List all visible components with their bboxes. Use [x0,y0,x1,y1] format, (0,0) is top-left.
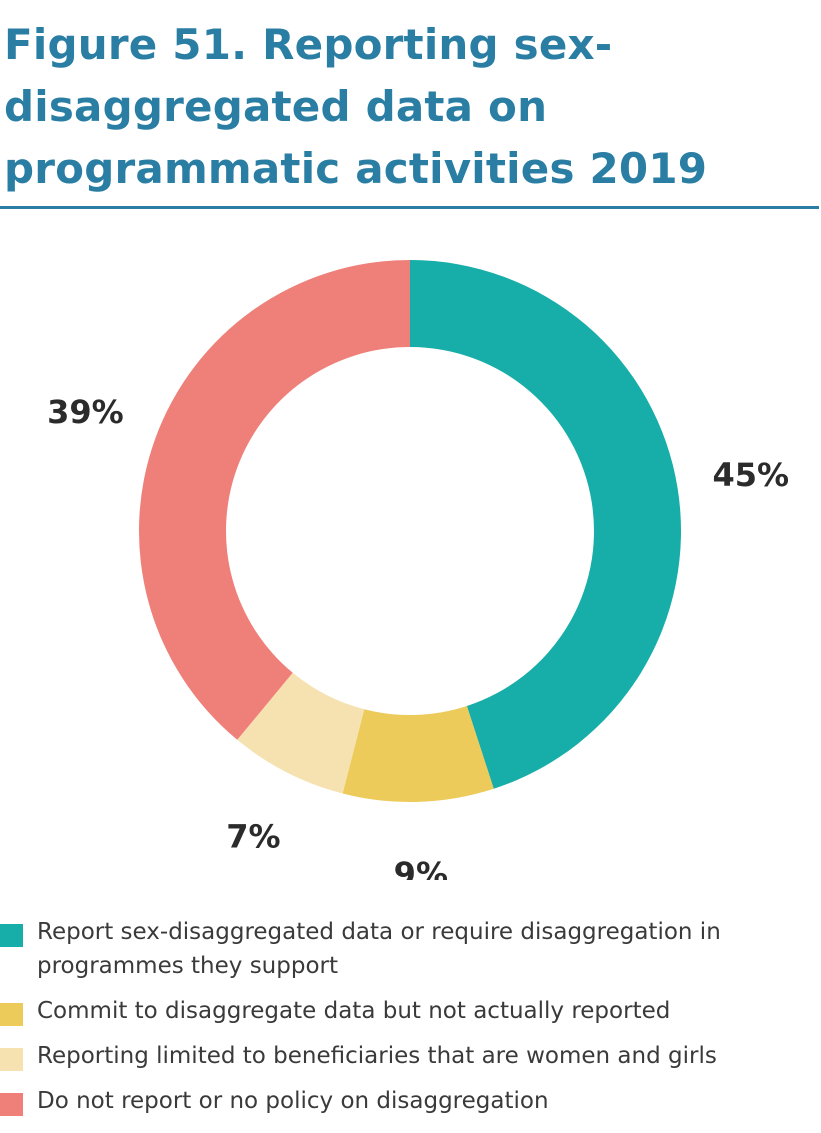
label-no-report: 39% [47,393,124,431]
label-report: 45% [712,456,789,494]
legend: Report sex-disaggregated data or require… [0,915,821,1129]
slice-commit [342,705,494,802]
legend-swatch-commit [0,1003,23,1026]
legend-label-limited: Reporting limited to beneficiaries that … [37,1043,717,1069]
legend-swatch-no-report [0,1093,23,1116]
slice-no-report [138,260,410,740]
legend-label-report: Report sex-disaggregated data or require… [37,919,721,979]
legend-label-commit: Commit to disaggregate data but not actu… [37,998,671,1024]
legend-item: Reporting limited to beneficiaries that … [0,1039,821,1073]
slice-report [410,260,681,789]
chart-title: Figure 51. Reporting sex-disaggregated d… [4,20,708,193]
donut-chart: 45% 9% 7% 39% [47,260,789,880]
legend-item: Do not report or no policy on disaggrega… [0,1084,821,1118]
title-divider [0,206,819,209]
label-commit: 9% [394,855,448,880]
label-limited: 7% [226,817,280,855]
legend-swatch-report [0,924,23,947]
legend-item: Commit to disaggregate data but not actu… [0,994,821,1028]
legend-item: Report sex-disaggregated data or require… [0,915,821,983]
slice-limited [237,672,365,794]
legend-label-no-report: Do not report or no policy on disaggrega… [37,1088,549,1114]
legend-swatch-limited [0,1048,23,1071]
